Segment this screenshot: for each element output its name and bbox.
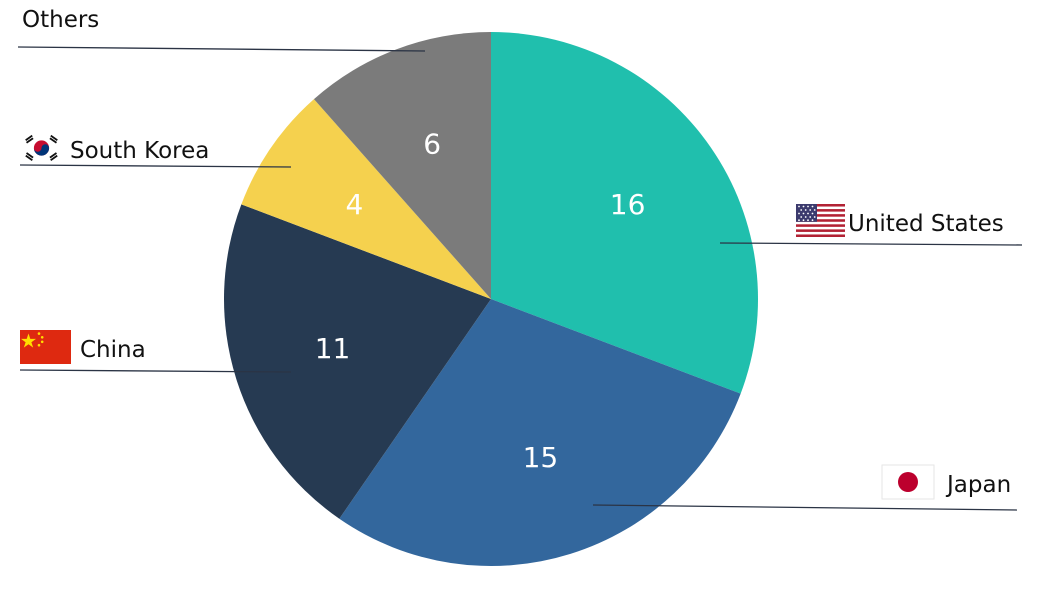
- pie-slice-china: [223, 204, 491, 519]
- legend-label-china: China: [80, 337, 146, 363]
- leader-line-us: [719, 242, 1023, 246]
- south-korea-flag-icon: [22, 133, 61, 163]
- pie-slice-united-states: [491, 32, 759, 394]
- legend-label-japan: Japan: [945, 472, 1011, 498]
- pie-slice-others: [313, 32, 491, 299]
- us-flag-icon: [796, 204, 845, 237]
- leader-line-others: [17, 46, 426, 52]
- pie-value-labels: 16 15 11 4 6: [315, 127, 646, 474]
- value-label-south-korea: 4: [345, 188, 363, 221]
- legend-label-us: United States: [848, 211, 1004, 237]
- legend-label-others: Others: [22, 7, 99, 33]
- japan-flag-icon: [881, 464, 935, 500]
- value-label-united-states: 16: [610, 188, 646, 221]
- value-label-others: 6: [423, 127, 441, 160]
- legend-label-south-korea: South Korea: [70, 138, 209, 164]
- leader-line-china: [19, 369, 292, 373]
- value-label-china: 11: [315, 332, 351, 365]
- leader-line-south-korea: [19, 164, 292, 168]
- pie-slice-japan: [339, 299, 741, 567]
- pie-slices: [223, 32, 759, 567]
- pie-slice-south-korea: [241, 99, 491, 300]
- china-flag-icon: [20, 330, 71, 364]
- value-label-japan: 15: [523, 441, 559, 474]
- leader-line-japan: [592, 504, 1018, 511]
